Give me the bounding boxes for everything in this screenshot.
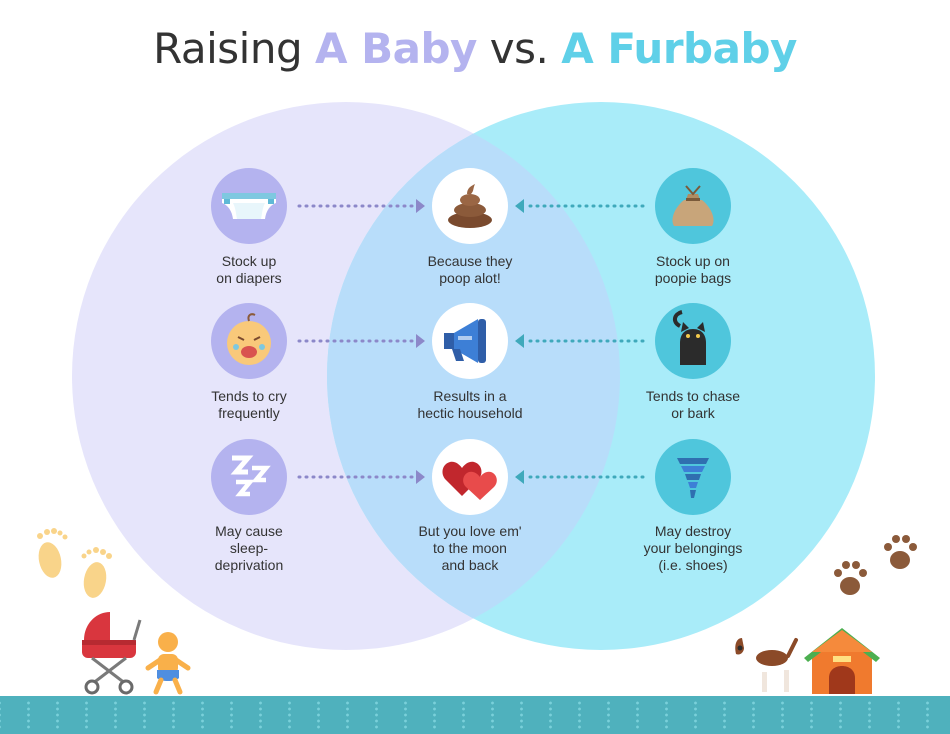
arrow-row-2-right	[515, 334, 645, 348]
row-3-right-icon	[655, 439, 731, 515]
arrow-row-1-left	[297, 199, 425, 213]
beagle-dog-icon	[735, 635, 798, 692]
row-2-center-label: Results in a hectic household	[417, 388, 523, 421]
row-2-left-icon	[211, 303, 287, 379]
title-furbaby: A Furbaby	[561, 24, 797, 73]
row-1-left-icon	[211, 168, 287, 244]
page-title: Raising A Baby vs. A Furbaby	[0, 24, 950, 73]
arrow-row-1-right	[515, 199, 645, 213]
stroller-icon	[82, 612, 142, 695]
arrow-row-2-left	[297, 334, 425, 348]
row-2-right-icon	[655, 303, 731, 379]
megaphone-icon	[444, 319, 486, 363]
row-1-center-icon	[432, 168, 508, 244]
poop-bag-icon	[672, 185, 714, 226]
row-1-center-label: Because they poop alot!	[427, 253, 513, 286]
baby-footprints-icon	[37, 528, 112, 598]
crying-baby-icon	[227, 313, 271, 365]
black-cat-icon	[673, 310, 706, 365]
diaper-icon	[222, 193, 276, 219]
row-2-right-label: Tends to chase or bark	[645, 388, 741, 421]
row-3-left-icon	[211, 439, 287, 515]
doghouse-icon	[804, 628, 880, 694]
footer-dots	[0, 700, 950, 730]
row-2-left-label: Tends to cry frequently	[211, 388, 287, 421]
footer-band	[0, 696, 950, 734]
row-3-left-label: May cause sleep- deprivation	[214, 523, 284, 573]
arrow-row-3-left	[297, 470, 425, 484]
row-1-right-label: Stock up on poopie bags	[654, 253, 732, 286]
arrow-row-3-right	[515, 470, 645, 484]
paw-prints-icon	[834, 535, 917, 595]
sleep-zzz-icon	[230, 455, 271, 497]
title-mid: vs.	[476, 24, 562, 73]
row-3-right-label: May destroy your belongings (i.e. shoes)	[643, 523, 743, 573]
poop-icon	[448, 184, 492, 228]
title-baby: A Baby	[314, 24, 477, 73]
row-2-center-icon	[432, 303, 508, 379]
row-1-left-label: Stock up on diapers	[216, 253, 282, 286]
row-1-right-icon	[655, 168, 731, 244]
row-3-center-label: But you love em' to the moon and back	[418, 523, 522, 573]
baby-icon	[145, 632, 191, 695]
hearts-icon	[442, 461, 497, 500]
tornado-icon	[677, 458, 709, 498]
title-prefix: Raising	[153, 24, 315, 73]
row-3-center-icon	[432, 439, 508, 515]
